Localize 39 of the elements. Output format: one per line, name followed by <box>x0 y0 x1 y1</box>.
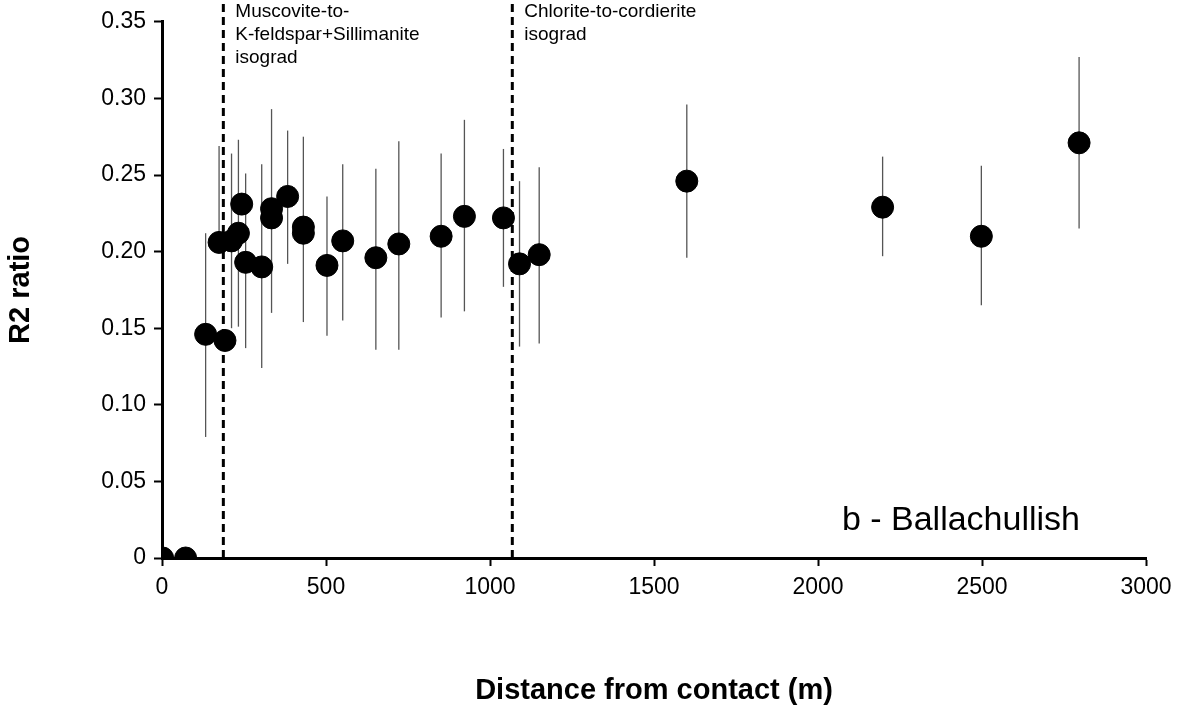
x-tick-label: 1500 <box>628 573 680 600</box>
x-tick-label: 0 <box>155 573 169 600</box>
y-tick-label: 0.05 <box>101 466 146 493</box>
y-tick-label: 0.20 <box>101 236 146 263</box>
ref-line-label: Muscovite-to- K-feldspar+Sillimanite isograd <box>235 0 420 67</box>
x-tick-label: 1000 <box>464 573 516 600</box>
point <box>429 224 453 248</box>
y-tick-label: 0.25 <box>101 160 146 187</box>
y-tick-label: 0.30 <box>101 83 146 110</box>
y-tick-label: 0 <box>133 543 146 570</box>
y-tick-label: 0.10 <box>101 390 146 417</box>
y-axis-title: R2 ratio <box>3 235 36 344</box>
point <box>871 195 895 219</box>
point <box>527 243 551 267</box>
point <box>194 322 218 346</box>
point <box>675 169 699 193</box>
point <box>315 253 339 277</box>
point <box>230 192 254 216</box>
point <box>331 229 355 253</box>
y-tick-label: 0.15 <box>101 313 146 340</box>
x-tick-label: 3000 <box>1120 573 1172 600</box>
ref-line-label: Chlorite-to-cordierite isograd <box>524 0 697 44</box>
point <box>452 204 476 228</box>
point <box>364 246 388 270</box>
x-axis-title: Distance from contact (m) <box>475 672 833 705</box>
point <box>387 232 411 256</box>
point <box>1067 131 1091 155</box>
x-tick-label: 500 <box>306 573 346 600</box>
point <box>226 221 250 245</box>
x-tick-label: 2000 <box>792 573 844 600</box>
point <box>250 255 274 279</box>
x-tick-label: 2500 <box>956 573 1008 600</box>
point <box>508 252 532 276</box>
point <box>213 328 237 352</box>
annotation: b - Ballachullish <box>841 499 1080 537</box>
point <box>276 184 300 208</box>
point <box>969 224 993 248</box>
point <box>491 206 515 230</box>
y-tick-label: 0.35 <box>101 7 146 34</box>
